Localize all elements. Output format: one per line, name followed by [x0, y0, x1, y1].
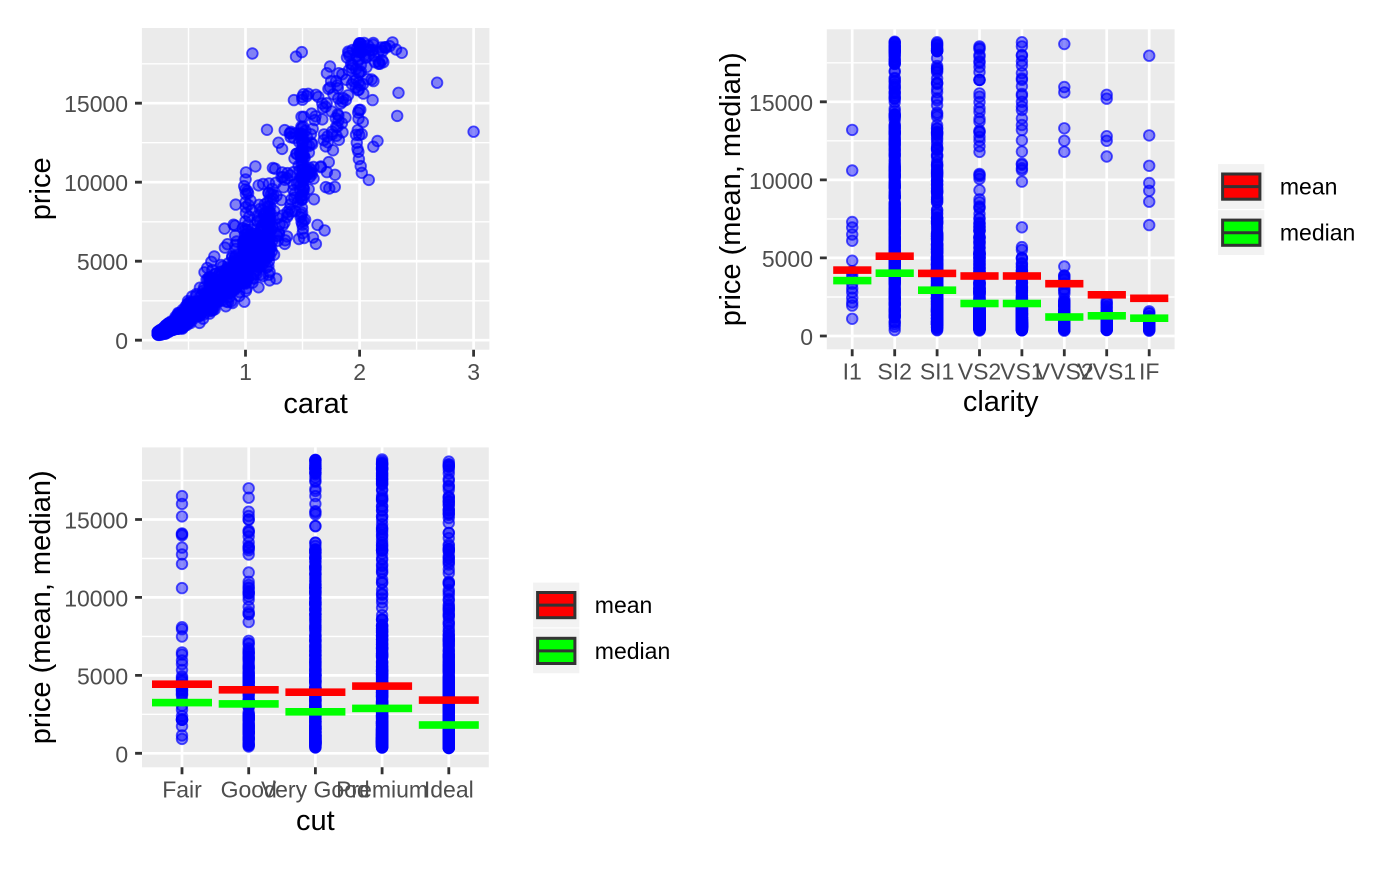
svg-text:I1: I1 — [843, 359, 862, 385]
svg-text:IF: IF — [1139, 359, 1159, 385]
svg-text:10000: 10000 — [64, 170, 128, 196]
svg-text:SI2: SI2 — [877, 359, 912, 385]
svg-text:mean: mean — [1280, 174, 1338, 200]
svg-text:price (mean, median): price (mean, median) — [715, 52, 747, 326]
svg-text:1: 1 — [239, 359, 252, 385]
svg-text:0: 0 — [800, 324, 813, 350]
svg-text:carat: carat — [283, 388, 347, 420]
svg-text:15000: 15000 — [64, 91, 128, 117]
svg-text:VVS1: VVS1 — [1077, 359, 1136, 385]
svg-text:10000: 10000 — [749, 168, 813, 194]
svg-text:5000: 5000 — [77, 249, 128, 275]
svg-text:15000: 15000 — [749, 90, 813, 116]
svg-text:2: 2 — [353, 359, 366, 385]
svg-text:5000: 5000 — [762, 246, 813, 272]
svg-text:median: median — [1280, 220, 1355, 246]
svg-text:0: 0 — [115, 328, 128, 354]
svg-text:SI1: SI1 — [920, 359, 955, 385]
svg-text:VS2: VS2 — [958, 359, 1001, 385]
svg-text:3: 3 — [467, 359, 480, 385]
svg-text:price: price — [25, 157, 57, 220]
svg-text:clarity: clarity — [963, 386, 1039, 418]
